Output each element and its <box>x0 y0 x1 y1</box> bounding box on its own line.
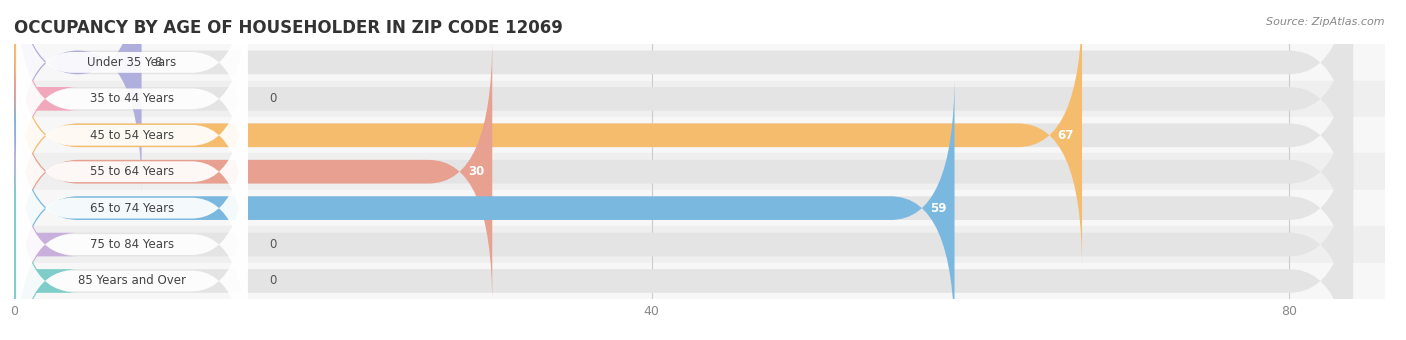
FancyBboxPatch shape <box>14 74 955 340</box>
Text: Under 35 Years: Under 35 Years <box>87 56 177 69</box>
FancyBboxPatch shape <box>0 147 77 340</box>
Text: 30: 30 <box>468 165 484 178</box>
FancyBboxPatch shape <box>14 38 492 306</box>
FancyBboxPatch shape <box>17 128 247 340</box>
Bar <box>14 226 1385 263</box>
FancyBboxPatch shape <box>14 147 1353 340</box>
Text: 65 to 74 Years: 65 to 74 Years <box>90 202 174 215</box>
FancyBboxPatch shape <box>14 74 1353 340</box>
Text: 0: 0 <box>269 274 277 288</box>
FancyBboxPatch shape <box>14 0 1353 196</box>
FancyBboxPatch shape <box>14 38 1353 306</box>
Bar <box>14 44 1385 81</box>
FancyBboxPatch shape <box>17 91 247 325</box>
Bar <box>14 117 1385 153</box>
FancyBboxPatch shape <box>17 55 247 289</box>
FancyBboxPatch shape <box>17 0 247 216</box>
Text: 35 to 44 Years: 35 to 44 Years <box>90 92 174 105</box>
Bar <box>14 263 1385 299</box>
FancyBboxPatch shape <box>14 1 1083 269</box>
Bar <box>14 190 1385 226</box>
Text: 45 to 54 Years: 45 to 54 Years <box>90 129 174 142</box>
FancyBboxPatch shape <box>0 0 77 233</box>
FancyBboxPatch shape <box>17 18 247 252</box>
Bar <box>14 153 1385 190</box>
Text: 75 to 84 Years: 75 to 84 Years <box>90 238 174 251</box>
FancyBboxPatch shape <box>17 0 247 180</box>
Bar <box>14 81 1385 117</box>
Text: 0: 0 <box>269 238 277 251</box>
FancyBboxPatch shape <box>17 164 247 340</box>
Text: Source: ZipAtlas.com: Source: ZipAtlas.com <box>1267 17 1385 27</box>
Text: 59: 59 <box>929 202 946 215</box>
Text: OCCUPANCY BY AGE OF HOUSEHOLDER IN ZIP CODE 12069: OCCUPANCY BY AGE OF HOUSEHOLDER IN ZIP C… <box>14 19 562 37</box>
Text: 85 Years and Over: 85 Years and Over <box>77 274 186 288</box>
FancyBboxPatch shape <box>14 0 1353 233</box>
FancyBboxPatch shape <box>0 111 77 340</box>
FancyBboxPatch shape <box>14 0 142 196</box>
FancyBboxPatch shape <box>14 1 1353 269</box>
Text: 8: 8 <box>155 56 162 69</box>
Text: 0: 0 <box>269 92 277 105</box>
Text: 67: 67 <box>1057 129 1074 142</box>
FancyBboxPatch shape <box>14 111 1353 340</box>
Text: 55 to 64 Years: 55 to 64 Years <box>90 165 174 178</box>
